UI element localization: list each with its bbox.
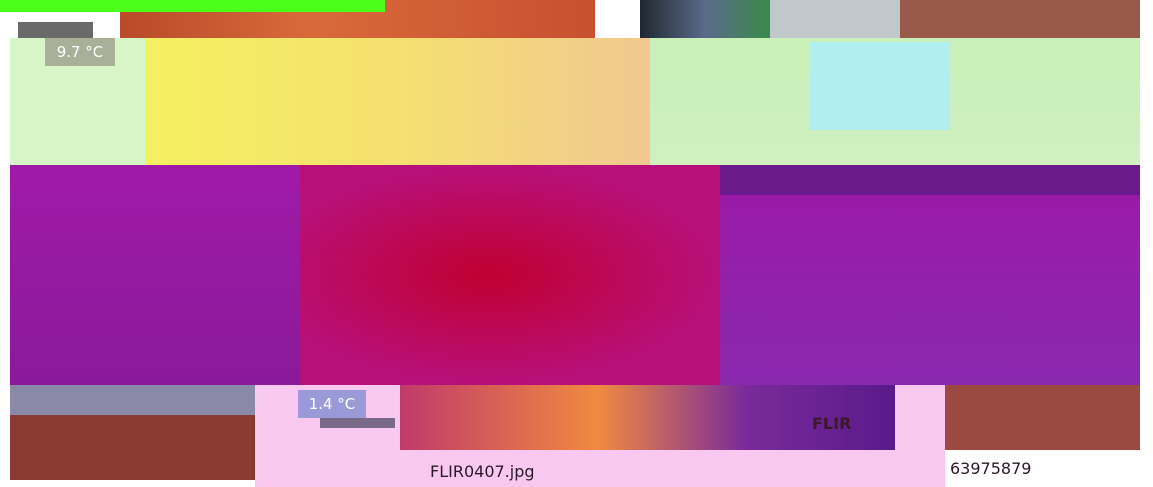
purple-area [10,165,300,385]
scale-bar [320,418,395,428]
serial-number: 63975879 [950,459,1032,478]
logo: FLIR [812,414,852,433]
warm-area [145,38,650,165]
dark-strip [640,0,770,38]
max-temperature: 9.7 °C [45,38,115,66]
thermal-strip [400,385,895,450]
filename: FLIR0407.jpg [430,462,535,481]
brick-area [10,415,255,480]
brick-area [945,385,1140,450]
min-temperature: 1.4 °C [298,390,366,418]
hot-area [300,165,720,385]
window-box [810,42,950,130]
purple-area [720,165,1140,385]
green-bar [0,0,385,12]
wall-strip [10,385,255,415]
brick-strip [900,0,1140,38]
dark-tab [18,22,93,38]
window-strip [770,0,900,38]
